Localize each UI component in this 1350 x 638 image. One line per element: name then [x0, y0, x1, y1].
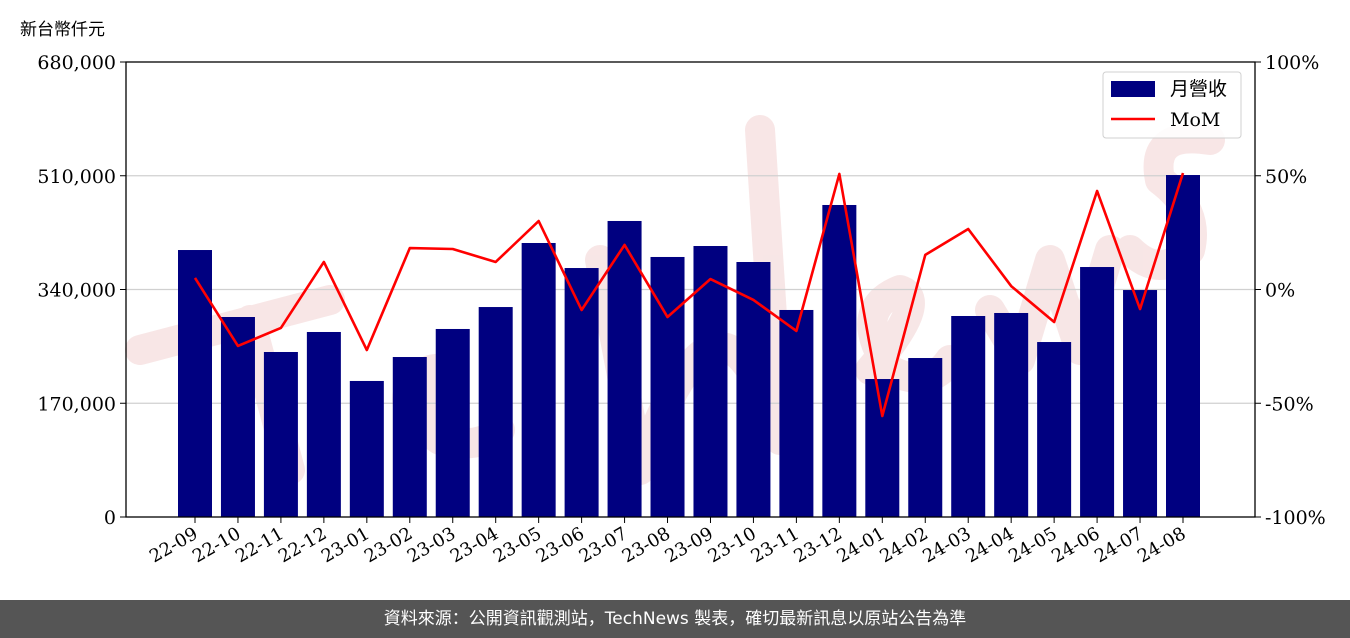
- bar-23-09: [693, 246, 728, 517]
- bar-24-04: [994, 312, 1029, 517]
- left-axis-label: 新台幣仟元: [20, 20, 105, 40]
- x-tick-label: 23-05: [490, 523, 545, 567]
- footer-source: 資料來源：公開資訊觀測站，TechNews 製表，確切最新訊息以原站公告為準: [0, 600, 1350, 638]
- bar-22-10: [220, 317, 255, 517]
- x-tick-label: 23-04: [447, 523, 502, 567]
- x-tick-label: 24-02: [876, 523, 931, 567]
- x-tick-label: 24-06: [1048, 523, 1103, 567]
- x-tick-label: 24-03: [919, 523, 974, 567]
- bar-22-12: [306, 331, 341, 517]
- bar-23-01: [349, 380, 384, 517]
- x-tick-label: 23-11: [747, 523, 802, 567]
- x-tick-label: 23-03: [404, 523, 459, 567]
- bar-22-09: [178, 250, 212, 517]
- legend: 月營收 MoM: [1102, 71, 1242, 139]
- x-tick-label: 23-07: [576, 523, 631, 567]
- x-tick-label: 24-01: [833, 523, 888, 567]
- revenue-chart: 0 170,000 340,000 510,000 680,000 -100% -50% 0%…: [37, 52, 1326, 567]
- x-tick-label: 22-10: [189, 523, 244, 567]
- bar-22-11: [263, 351, 298, 517]
- right-tick-label: 0%: [1265, 280, 1295, 302]
- bar-23-02: [392, 357, 427, 517]
- left-tick-label: 680,000: [37, 52, 116, 74]
- x-tick-label: 24-05: [1005, 523, 1060, 567]
- x-tick-label: 23-10: [704, 523, 759, 567]
- right-tick-label: 50%: [1265, 166, 1307, 188]
- bar-24-05: [1037, 342, 1072, 517]
- plot-frame: [125, 61, 1256, 518]
- x-tick-label: 24-04: [962, 523, 1017, 567]
- bar-24-08: [1166, 175, 1200, 517]
- bar-23-11: [779, 309, 814, 517]
- bar-24-06: [1080, 267, 1115, 517]
- mom-line: [193, 172, 1185, 418]
- x-tick-label: 23-12: [790, 523, 845, 567]
- x-tick-label: 23-02: [361, 523, 416, 567]
- x-tick-label: 23-08: [619, 523, 674, 567]
- left-tick-label: 170,000: [37, 393, 116, 415]
- bar-23-03: [435, 328, 470, 517]
- bar-23-06: [564, 268, 599, 517]
- bar-24-03: [951, 315, 986, 517]
- x-tick-label: 22-09: [146, 523, 201, 567]
- x-tick-label: 24-08: [1134, 523, 1189, 567]
- x-tick-label: 23-06: [533, 523, 588, 567]
- x-tick-label: 23-09: [662, 523, 717, 567]
- bar-23-04: [478, 307, 513, 517]
- bar-24-07: [1123, 290, 1158, 517]
- bar-23-12: [822, 204, 857, 517]
- x-tick-label: 24-07: [1091, 523, 1146, 567]
- bar-23-07: [607, 220, 642, 517]
- legend-label-mom: MoM: [1170, 109, 1220, 131]
- x-tick-label: 23-01: [318, 523, 373, 567]
- right-tick-label: -100%: [1265, 507, 1326, 529]
- x-tick-label: 22-12: [275, 523, 330, 567]
- right-tick-label: -50%: [1265, 393, 1314, 415]
- left-tick-label: 340,000: [37, 280, 116, 302]
- bar-23-10: [736, 261, 771, 517]
- legend-swatch-bar: [1111, 81, 1155, 97]
- left-tick-label: 0: [104, 507, 116, 529]
- x-tick-label: 22-11: [232, 523, 287, 567]
- bar-24-01: [865, 379, 900, 517]
- right-tick-label: 100%: [1265, 52, 1319, 74]
- left-tick-label: 510,000: [37, 166, 116, 188]
- bar-23-05: [521, 242, 556, 517]
- legend-label-revenue: 月營收: [1170, 78, 1227, 100]
- bar-24-02: [908, 358, 943, 517]
